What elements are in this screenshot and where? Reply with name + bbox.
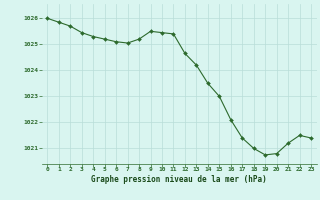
X-axis label: Graphe pression niveau de la mer (hPa): Graphe pression niveau de la mer (hPa) — [91, 175, 267, 184]
